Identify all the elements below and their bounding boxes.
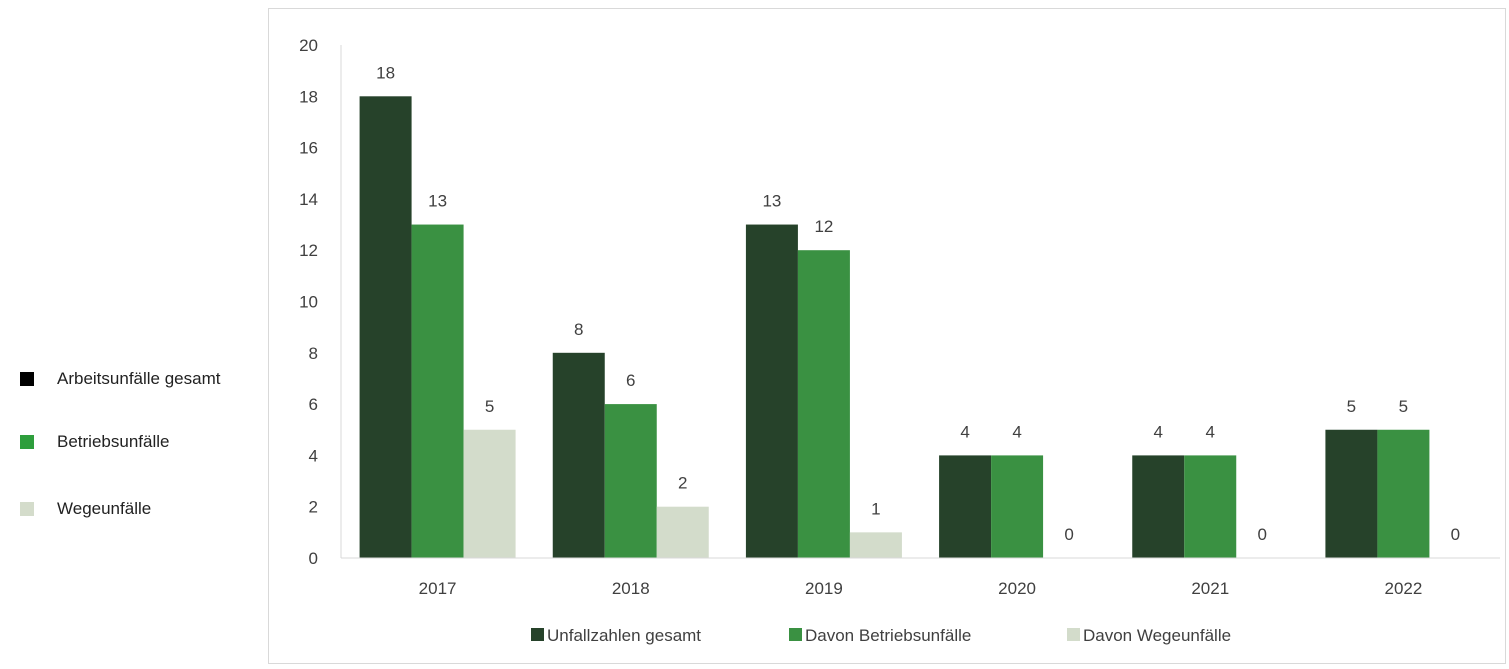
legend-label: Davon Betriebsunfälle — [805, 626, 971, 645]
y-tick-label: 12 — [299, 241, 318, 260]
bar — [991, 455, 1044, 558]
x-tick-label: 2019 — [805, 579, 843, 598]
bar — [656, 506, 709, 558]
bar — [463, 429, 516, 558]
data-label: 13 — [428, 192, 447, 211]
y-tick-label: 0 — [309, 549, 318, 568]
side-legend-swatch — [20, 435, 34, 449]
side-legend-item-arbeitsunfaelle: Arbeitsunfälle gesamt — [20, 369, 220, 389]
legend-swatch — [1067, 628, 1080, 641]
bar — [359, 96, 412, 559]
y-tick-label: 20 — [299, 36, 318, 55]
bar — [797, 250, 850, 558]
data-label: 0 — [1258, 525, 1267, 544]
bar — [1132, 455, 1185, 558]
data-label: 4 — [960, 422, 969, 441]
x-axis-ticks: 2017 2018 2019 2020 2021 2022 — [419, 579, 1423, 598]
bar — [411, 224, 464, 559]
bar — [939, 455, 992, 558]
x-tick-label: 2022 — [1385, 579, 1423, 598]
chart-legend: Unfallzahlen gesamt Davon Betriebsunfälle… — [531, 626, 1231, 645]
data-label: 0 — [1451, 525, 1460, 544]
bar — [745, 224, 798, 559]
side-legend-label: Wegeunfälle — [57, 499, 152, 518]
bars — [359, 96, 1430, 559]
legend-swatch — [789, 628, 802, 641]
data-labels: 18 8 13 4 4 5 13 6 12 4 4 5 5 2 1 0 0 0 — [376, 63, 1460, 544]
y-tick-label: 8 — [309, 344, 318, 363]
y-axis-ticks: 0 2 4 6 8 10 12 14 16 18 20 — [299, 36, 318, 568]
legend-label: Unfallzahlen gesamt — [547, 626, 701, 645]
legend-label: Davon Wegeunfälle — [1083, 626, 1231, 645]
data-label: 5 — [1399, 397, 1408, 416]
bar — [604, 404, 657, 558]
y-tick-label: 4 — [309, 446, 318, 465]
data-label: 6 — [626, 371, 635, 390]
y-tick-label: 10 — [299, 293, 318, 312]
data-label: 12 — [814, 217, 833, 236]
legend-swatch — [531, 628, 544, 641]
y-tick-label: 14 — [299, 190, 318, 209]
bar — [552, 352, 605, 558]
bar — [1184, 455, 1237, 558]
data-label: 4 — [1206, 422, 1215, 441]
side-legend-swatch — [20, 372, 34, 386]
side-legend-item-betriebsunfaelle: Betriebsunfälle — [20, 432, 169, 452]
x-tick-label: 2018 — [612, 579, 650, 598]
side-legend-label: Betriebsunfälle — [57, 432, 170, 451]
side-legend-item-wegeunfaelle: Wegeunfälle — [20, 499, 151, 519]
x-tick-label: 2020 — [998, 579, 1036, 598]
side-legend: Arbeitsunfälle gesamt Betriebsunfälle We… — [20, 0, 270, 669]
y-tick-label: 16 — [299, 139, 318, 158]
y-tick-label: 6 — [309, 395, 318, 414]
data-label: 4 — [1154, 422, 1163, 441]
data-label: 8 — [574, 320, 583, 339]
data-label: 2 — [678, 474, 687, 493]
chart-frame — [268, 8, 1506, 664]
side-legend-swatch — [20, 502, 34, 516]
data-label: 5 — [485, 397, 494, 416]
data-label: 0 — [1064, 525, 1073, 544]
data-label: 13 — [762, 192, 781, 211]
data-label: 18 — [376, 63, 395, 82]
bar — [1377, 429, 1430, 558]
y-tick-label: 2 — [309, 498, 318, 517]
x-tick-label: 2021 — [1191, 579, 1229, 598]
data-label: 4 — [1012, 422, 1021, 441]
bar — [1325, 429, 1378, 558]
data-label: 1 — [871, 499, 880, 518]
bar — [849, 532, 902, 558]
side-legend-label: Arbeitsunfälle gesamt — [57, 369, 221, 388]
x-tick-label: 2017 — [419, 579, 457, 598]
data-label: 5 — [1347, 397, 1356, 416]
y-tick-label: 18 — [299, 87, 318, 106]
